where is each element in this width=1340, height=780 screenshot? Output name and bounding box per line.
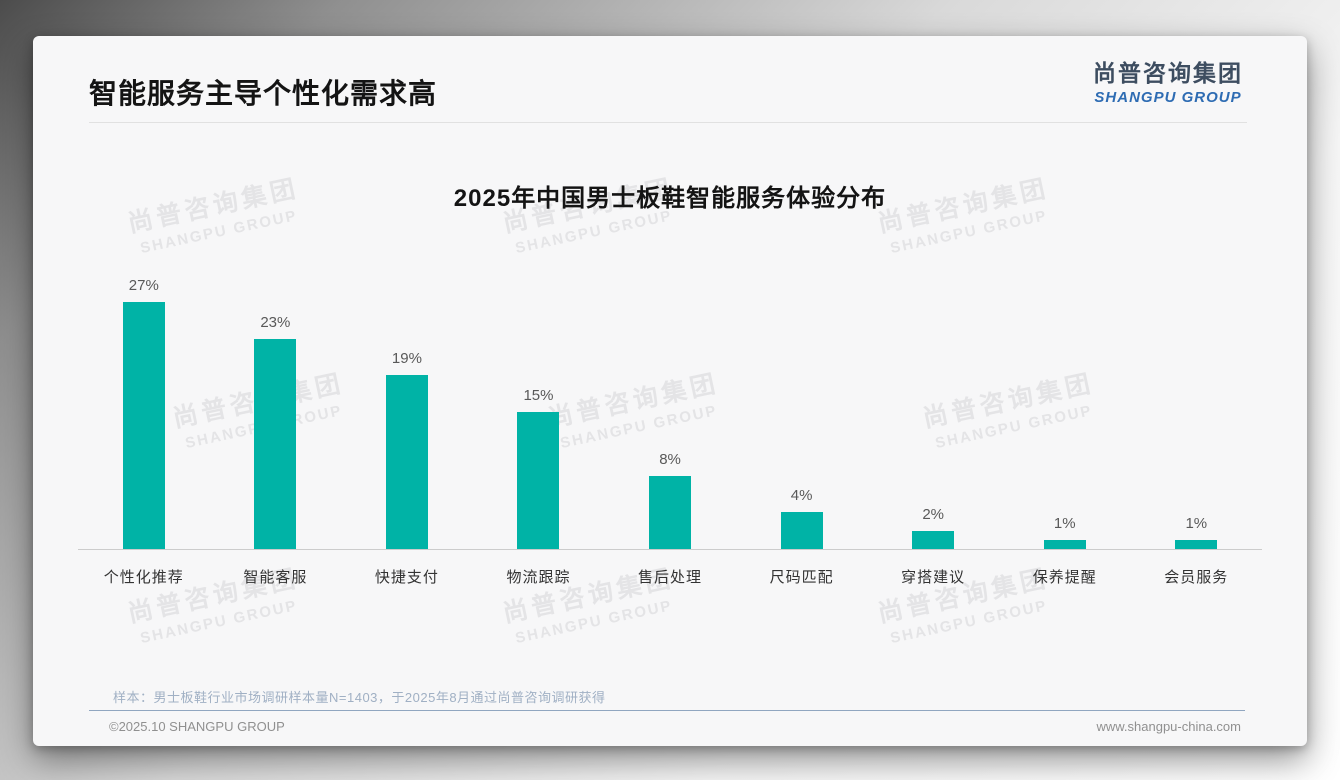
header-divider: [89, 122, 1247, 123]
bar: [385, 375, 428, 549]
watermark-english-text: SHANGPU GROUP: [513, 207, 675, 258]
category-label: 个性化推荐: [103, 569, 184, 586]
company-logo: 尚普咨询集团 SHANGPU GROUP: [1093, 54, 1243, 106]
bar: [254, 339, 297, 549]
bar-column: 19%: [341, 350, 473, 549]
footer-divider: [89, 710, 1245, 711]
sample-note: 样本：男士板鞋行业市场调研样本量N=1403，于2025年8月通过尚普咨询调研获…: [113, 690, 606, 705]
bar-column: 4%: [736, 487, 868, 549]
bar-column: 27%: [78, 277, 210, 549]
category-label: 尺码匹配: [769, 569, 834, 586]
bar-value-label: 1%: [1185, 515, 1208, 532]
footer-website: www.shangpu-china.com: [1096, 719, 1241, 734]
bar: [1175, 540, 1218, 549]
watermark-english-text: SHANGPU GROUP: [138, 207, 300, 258]
bar: [912, 531, 955, 549]
category-label: 售后处理: [638, 569, 703, 586]
bar: [1043, 540, 1086, 549]
plot-area: 27% 23% 19% 15% 8% 4% 2% 1% 1%: [78, 258, 1262, 550]
bar-value-label: 2%: [922, 506, 944, 523]
bar: [517, 412, 560, 549]
bar-value-label: 1%: [1053, 515, 1076, 532]
bar-value-label: 19%: [391, 350, 422, 367]
bar-value-label: 4%: [790, 487, 813, 504]
category-label: 智能客服: [243, 569, 308, 586]
bar-column: 2%: [867, 506, 999, 549]
category-row: 个性化推荐 智能客服 快捷支付 物流跟踪 售后处理 尺码匹配 穿搭建议 保养提醒 会员服务: [78, 566, 1262, 587]
footer: ©2025.10 SHANGPU GROUP www.shangpu-china…: [109, 719, 1241, 734]
category-label: 保养提醒: [1032, 569, 1097, 586]
page-title: 智能服务主导个性化需求高: [89, 78, 438, 109]
bar-value-label: 8%: [659, 451, 681, 468]
chart-title: 2025年中国男士板鞋智能服务体验分布: [453, 185, 887, 212]
footer-copyright: ©2025.10 SHANGPU GROUP: [109, 719, 285, 734]
bar-value-label: 15%: [523, 387, 554, 404]
watermark-english-text: SHANGPU GROUP: [888, 597, 1050, 648]
category-label: 快捷支付: [374, 569, 439, 586]
watermark-english-text: SHANGPU GROUP: [138, 597, 300, 648]
bar: [780, 512, 823, 549]
bar-column: 15%: [473, 387, 605, 549]
slide-card: 尚普咨询集团 SHANGPU GROUP 尚普咨询集团 SHANGPU GROUP 尚普…: [33, 36, 1307, 746]
bar: [122, 302, 165, 549]
bar-column: 8%: [604, 451, 736, 549]
category-label: 会员服务: [1164, 569, 1229, 586]
bar-column: 1%: [1131, 515, 1263, 549]
bar: [649, 476, 692, 549]
bar-value-label: 23%: [260, 314, 291, 331]
watermark-english-text: SHANGPU GROUP: [513, 597, 675, 648]
watermark-english-text: SHANGPU GROUP: [888, 207, 1050, 258]
logo-chinese-text: 尚普咨询集团: [1093, 60, 1243, 86]
logo-english-text: SHANGPU GROUP: [1094, 89, 1242, 106]
bar-column: 23%: [210, 314, 342, 549]
bar-value-label: 27%: [128, 277, 159, 294]
category-label: 物流跟踪: [506, 569, 571, 586]
category-label: 穿搭建议: [901, 569, 966, 586]
bar-column: 1%: [999, 515, 1131, 549]
